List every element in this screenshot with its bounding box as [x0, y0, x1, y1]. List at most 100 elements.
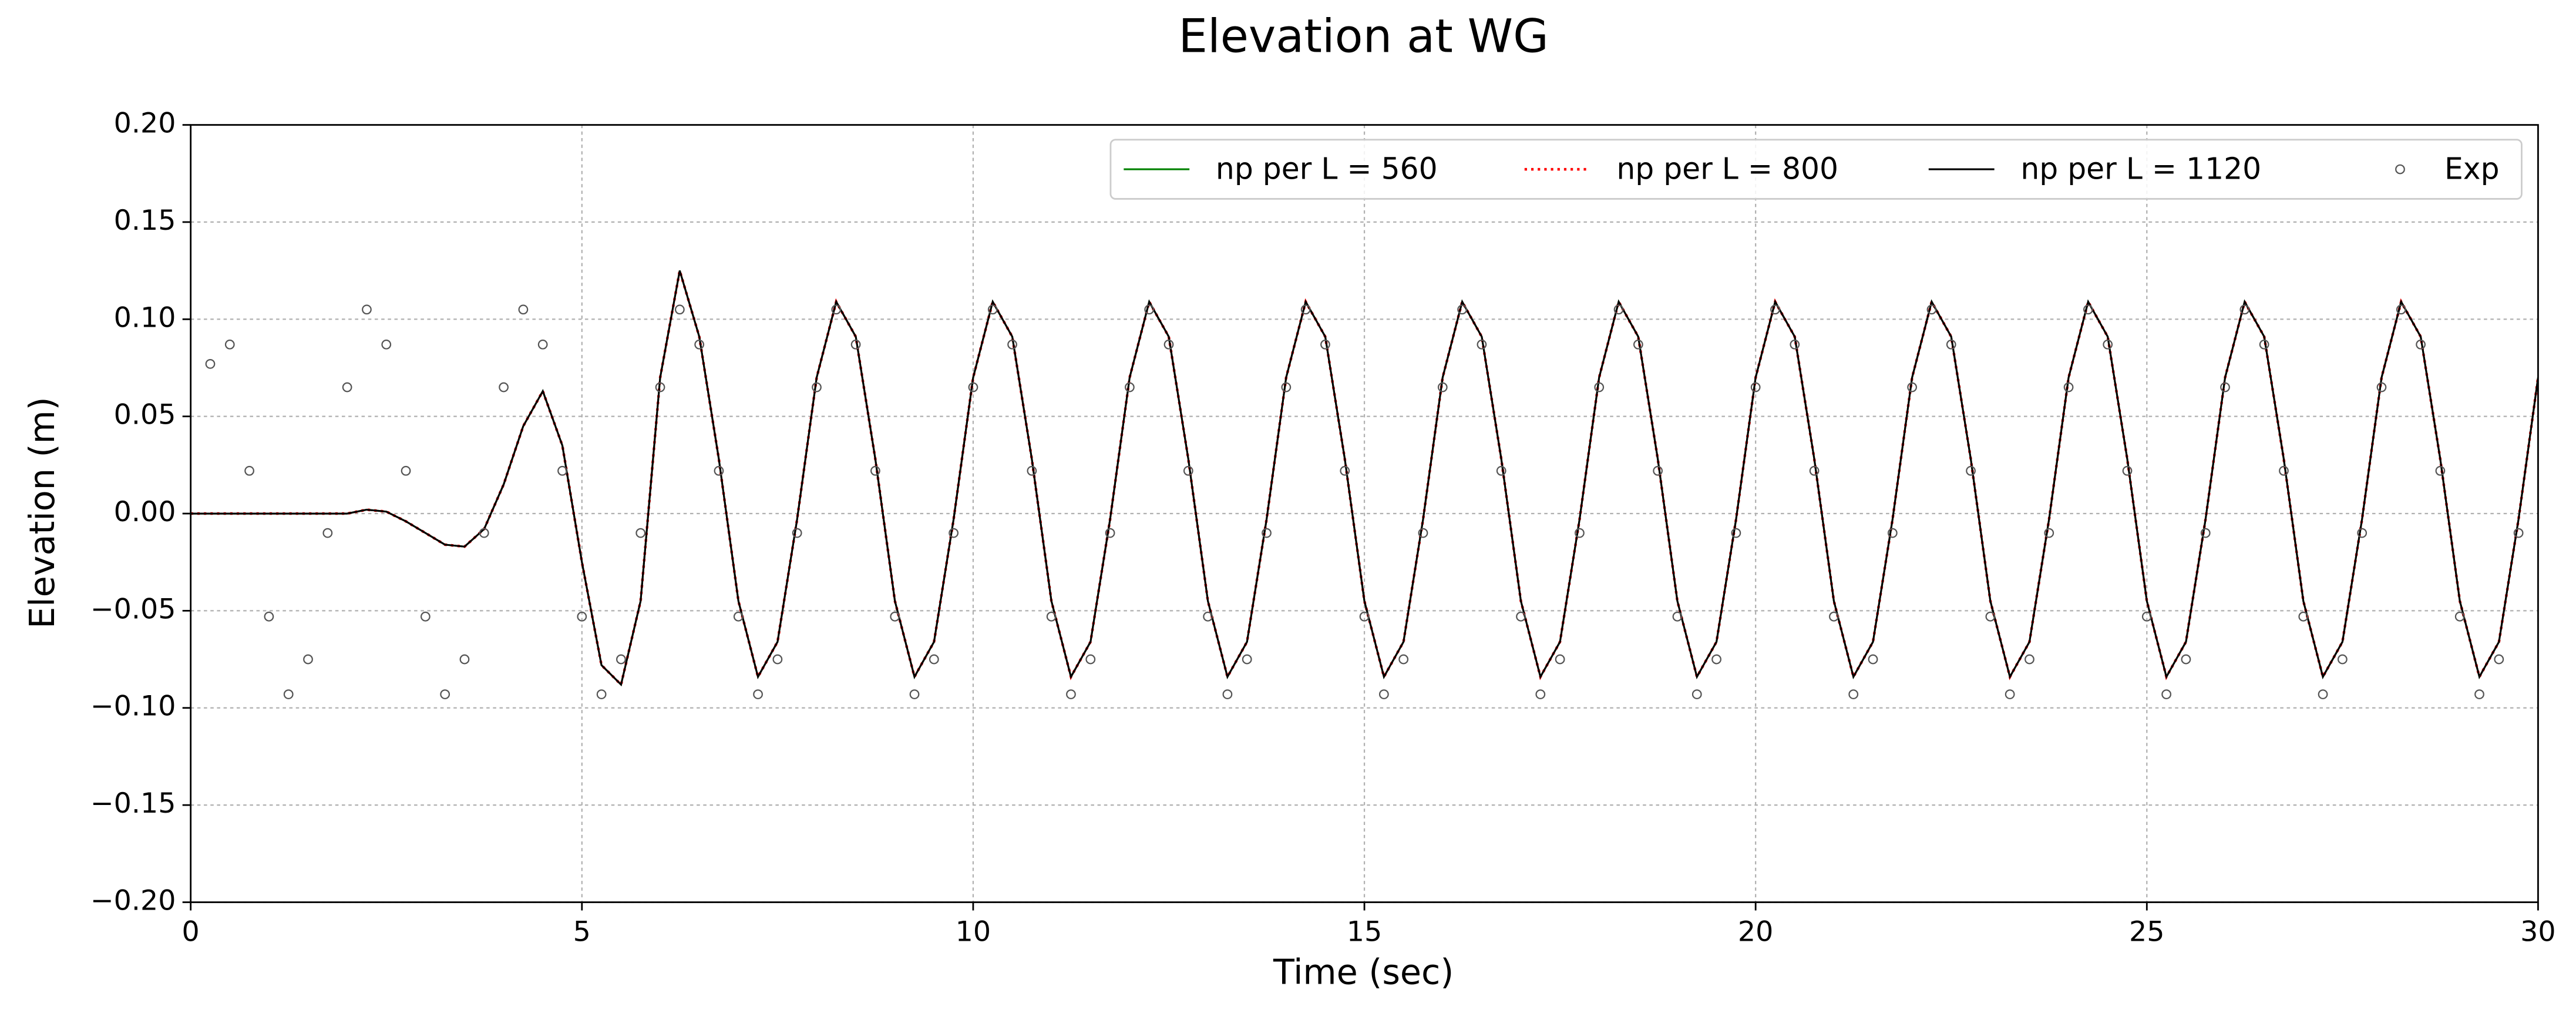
legend-label: np per L = 800 [1616, 151, 1838, 186]
data-point [2474, 689, 2484, 699]
data-point [1653, 465, 1663, 476]
data-point [1946, 339, 1956, 350]
data-point [1340, 465, 1350, 476]
data-point [342, 382, 352, 393]
data-point [850, 339, 861, 350]
data-point [890, 611, 900, 622]
y-tick-label: −0.10 [90, 690, 176, 723]
data-point [537, 339, 548, 350]
data-point [1731, 528, 1741, 538]
data-point [1887, 528, 1898, 538]
chart-title: Elevation at WG [1179, 10, 1549, 63]
y-tick-label: −0.05 [90, 593, 176, 625]
data-point [1868, 654, 1878, 665]
legend-label: np per L = 560 [1216, 151, 1438, 186]
data-point [1809, 465, 1820, 476]
series-line [190, 270, 2538, 687]
data-point [1027, 465, 1037, 476]
data-point [1281, 382, 1292, 393]
data-point [479, 528, 489, 538]
data-point [2435, 465, 2446, 476]
data-point [1222, 689, 1233, 699]
data-point [1437, 382, 1448, 393]
data-point [1300, 304, 1311, 315]
data-point [674, 304, 685, 315]
data-point [283, 689, 294, 699]
data-point [264, 611, 274, 622]
data-point [440, 689, 450, 699]
x-tick-label: 15 [1347, 916, 1382, 948]
series-line [190, 270, 2538, 687]
data-point [1496, 465, 1506, 476]
legend-label: np per L = 1120 [2020, 151, 2261, 186]
data-point [949, 528, 959, 538]
data-point [1594, 382, 1605, 393]
data-point [1535, 689, 1546, 699]
data-point [1085, 654, 1096, 665]
x-tick-label: 25 [2129, 916, 2164, 948]
data-point [1183, 465, 1193, 476]
data-point [1105, 528, 1115, 538]
data-point [1613, 304, 1624, 315]
data-point [596, 689, 607, 699]
data-point [831, 304, 842, 315]
data-point [459, 654, 470, 665]
x-tick-label: 30 [2520, 916, 2555, 948]
legend-label: Exp [2444, 151, 2500, 186]
data-point [1418, 528, 1428, 538]
data-point [1926, 304, 1937, 315]
data-point [2239, 304, 2250, 315]
data-point [1242, 654, 1252, 665]
data-point [1829, 611, 1839, 622]
data-point [2357, 528, 2368, 538]
x-tick-label: 5 [573, 916, 591, 948]
data-point [1907, 382, 1918, 393]
data-point [655, 382, 665, 393]
data-point [2200, 528, 2211, 538]
data-point [499, 382, 509, 393]
data-point [2044, 528, 2054, 538]
data-point [1359, 611, 1370, 622]
data-point [772, 654, 783, 665]
data-point [2298, 611, 2309, 622]
data-point [2083, 304, 2093, 315]
y-tick-label: 0.10 [114, 301, 176, 334]
data-point [2063, 382, 2074, 393]
data-point [244, 465, 254, 476]
data-point [1262, 528, 1272, 538]
data-point [1046, 611, 1057, 622]
data-point [635, 528, 646, 538]
data-point [1066, 689, 1076, 699]
data-point [2494, 654, 2504, 665]
data-point [1575, 528, 1585, 538]
data-point [401, 465, 411, 476]
data-point [2005, 689, 2015, 699]
data-point [968, 382, 978, 393]
data-point [1163, 339, 1174, 350]
data-point [753, 689, 763, 699]
data-point [929, 654, 939, 665]
data-point [812, 382, 822, 393]
data-point [518, 304, 529, 315]
data-point [2122, 465, 2133, 476]
data-point [1770, 304, 1780, 315]
data-point [1124, 382, 1135, 393]
data-point [1966, 465, 1976, 476]
series-line [190, 270, 2538, 687]
data-point [577, 611, 587, 622]
data-point [322, 528, 333, 538]
data-point [792, 528, 802, 538]
data-point [2318, 689, 2328, 699]
plot-frame [190, 124, 2539, 903]
y-tick-label: 0.20 [114, 108, 176, 140]
data-point [1516, 611, 1526, 622]
data-point [987, 304, 998, 315]
data-point [1555, 654, 1565, 665]
data-point [205, 358, 216, 369]
data-point [2181, 654, 2191, 665]
data-point [1477, 339, 1487, 350]
data-point [2103, 339, 2113, 350]
data-point [733, 611, 744, 622]
x-axis-label: Time (sec) [1273, 952, 1454, 992]
